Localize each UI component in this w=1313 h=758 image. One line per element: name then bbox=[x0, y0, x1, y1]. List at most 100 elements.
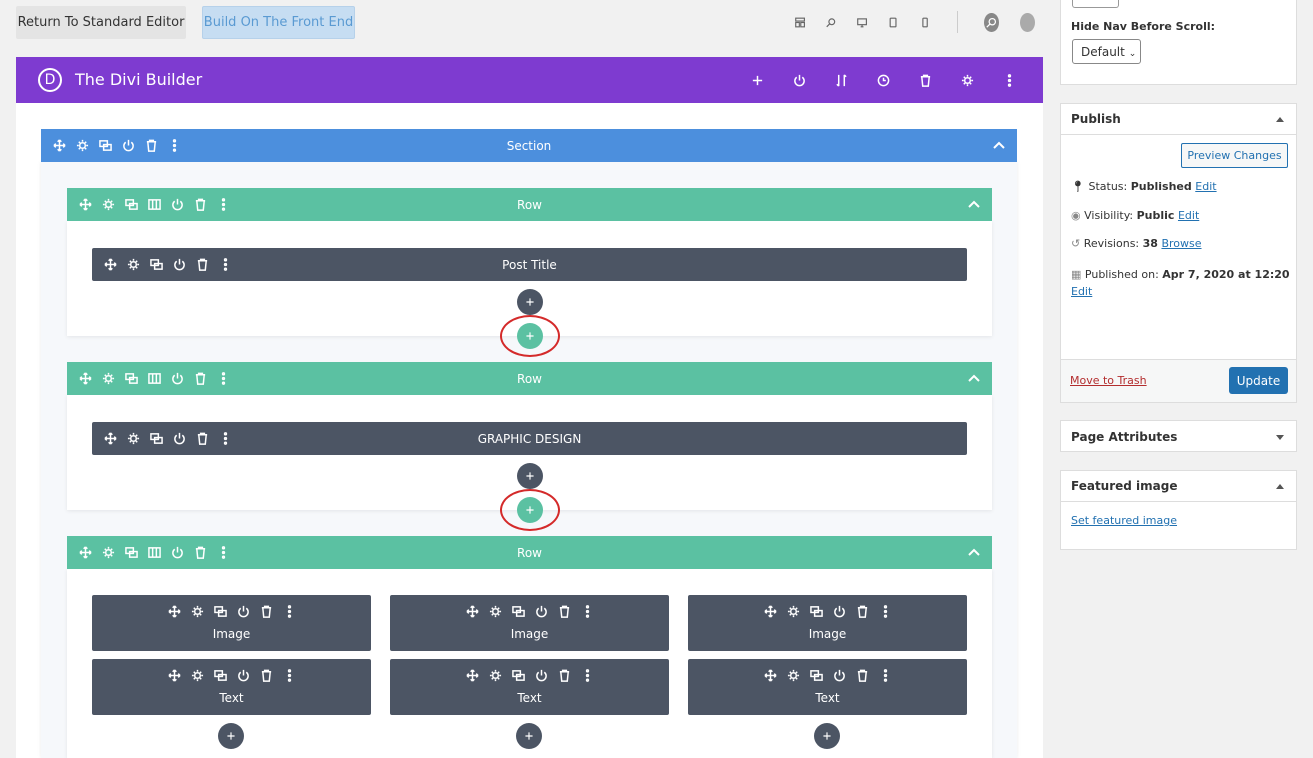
hide-nav-select[interactable]: Default ⌄ bbox=[1072, 39, 1141, 64]
move-icon[interactable] bbox=[167, 669, 181, 682]
search-icon[interactable] bbox=[826, 16, 836, 29]
power-icon[interactable] bbox=[793, 74, 806, 87]
link[interactable]: Edit bbox=[1195, 180, 1217, 193]
power-icon[interactable] bbox=[171, 198, 184, 211]
dots-icon[interactable] bbox=[1003, 73, 1016, 87]
collapse[interactable] bbox=[968, 374, 980, 382]
trash-icon[interactable] bbox=[856, 669, 869, 682]
cols-icon[interactable] bbox=[148, 546, 161, 559]
link[interactable]: Edit bbox=[1071, 285, 1093, 298]
power-icon[interactable] bbox=[173, 258, 186, 271]
toggle[interactable] bbox=[1276, 435, 1284, 440]
dots-icon[interactable] bbox=[283, 669, 296, 682]
search-icon[interactable] bbox=[986, 17, 997, 28]
gear-icon[interactable] bbox=[102, 546, 115, 559]
update-button[interactable]: Update bbox=[1229, 367, 1288, 394]
move-icon[interactable] bbox=[104, 432, 117, 445]
power-icon[interactable] bbox=[535, 605, 548, 618]
dots-icon[interactable] bbox=[219, 432, 232, 445]
gear-icon[interactable] bbox=[76, 139, 89, 152]
dots-icon[interactable] bbox=[581, 605, 594, 618]
search-button[interactable] bbox=[984, 12, 1000, 32]
clone-icon[interactable] bbox=[150, 258, 163, 271]
desktop-icon[interactable] bbox=[857, 16, 868, 29]
gear-icon[interactable] bbox=[191, 605, 204, 618]
gear-icon[interactable] bbox=[191, 669, 204, 682]
power-icon[interactable] bbox=[237, 669, 250, 682]
preview-button[interactable]: Preview Changes bbox=[1181, 143, 1288, 168]
trash-icon[interactable] bbox=[194, 546, 207, 559]
trash-link[interactable]: Move to Trash bbox=[1070, 374, 1147, 387]
collapse[interactable] bbox=[993, 141, 1005, 149]
plus-icon[interactable] bbox=[525, 297, 535, 307]
clone-icon[interactable] bbox=[125, 546, 138, 559]
trash-icon[interactable] bbox=[194, 372, 207, 385]
front-end-button[interactable]: Build On The Front End bbox=[202, 6, 355, 39]
return-button[interactable]: Return To Standard Editor bbox=[16, 6, 186, 39]
add-button[interactable] bbox=[814, 723, 840, 749]
cols-icon[interactable] bbox=[148, 198, 161, 211]
move-icon[interactable] bbox=[53, 139, 66, 152]
gear-icon[interactable] bbox=[489, 669, 502, 682]
trash-icon[interactable] bbox=[558, 669, 571, 682]
clone-icon[interactable] bbox=[213, 669, 227, 682]
power-icon[interactable] bbox=[122, 139, 135, 152]
clone-icon[interactable] bbox=[809, 669, 823, 682]
dots-icon[interactable] bbox=[879, 605, 892, 618]
phone-icon[interactable] bbox=[920, 16, 930, 29]
power-icon[interactable] bbox=[535, 669, 548, 682]
toggle[interactable] bbox=[1276, 484, 1284, 489]
gear-icon[interactable] bbox=[127, 258, 140, 271]
dots-icon[interactable] bbox=[217, 198, 230, 211]
toggle[interactable] bbox=[1276, 117, 1284, 122]
help-button[interactable] bbox=[1020, 12, 1035, 32]
move-icon[interactable] bbox=[465, 605, 479, 618]
trash-icon[interactable] bbox=[856, 605, 869, 618]
clone-icon[interactable] bbox=[99, 139, 112, 152]
move-icon[interactable] bbox=[79, 372, 92, 385]
power-icon[interactable] bbox=[171, 546, 184, 559]
link[interactable]: Edit bbox=[1177, 209, 1200, 222]
trash-icon[interactable] bbox=[196, 258, 209, 271]
plus-icon[interactable] bbox=[524, 731, 534, 741]
clone-icon[interactable] bbox=[511, 669, 525, 682]
clock-icon[interactable] bbox=[877, 74, 890, 87]
collapse[interactable] bbox=[968, 200, 980, 208]
trash-icon[interactable] bbox=[260, 605, 273, 618]
power-icon[interactable] bbox=[171, 372, 184, 385]
power-icon[interactable] bbox=[237, 605, 250, 618]
plus-icon[interactable] bbox=[525, 471, 535, 481]
clone-icon[interactable] bbox=[213, 605, 227, 618]
layout-icon[interactable] bbox=[795, 16, 805, 29]
add-button[interactable] bbox=[517, 289, 543, 315]
dots-icon[interactable] bbox=[217, 372, 230, 385]
sort-icon[interactable] bbox=[835, 73, 848, 87]
trash-icon[interactable] bbox=[194, 198, 207, 211]
move-icon[interactable] bbox=[104, 258, 117, 271]
dots-icon[interactable] bbox=[581, 669, 594, 682]
plus-icon[interactable] bbox=[822, 731, 832, 741]
link[interactable]: Browse bbox=[1161, 237, 1202, 250]
power-icon[interactable] bbox=[833, 669, 846, 682]
gear-icon[interactable] bbox=[127, 432, 140, 445]
gear-icon[interactable] bbox=[787, 669, 800, 682]
input[interactable] bbox=[1072, 0, 1119, 8]
move-icon[interactable] bbox=[763, 669, 777, 682]
move-icon[interactable] bbox=[763, 605, 777, 618]
trash-icon[interactable] bbox=[919, 74, 932, 87]
gear-icon[interactable] bbox=[961, 74, 974, 87]
collapse[interactable] bbox=[968, 548, 980, 556]
trash-icon[interactable] bbox=[145, 139, 158, 152]
gear-icon[interactable] bbox=[102, 198, 115, 211]
featured-image-link[interactable]: Set featured image bbox=[1071, 514, 1178, 527]
clone-icon[interactable] bbox=[150, 432, 163, 445]
power-icon[interactable] bbox=[173, 432, 186, 445]
plus-icon[interactable] bbox=[226, 731, 236, 741]
gear-icon[interactable] bbox=[102, 372, 115, 385]
move-icon[interactable] bbox=[465, 669, 479, 682]
cols-icon[interactable] bbox=[148, 372, 161, 385]
plus-icon[interactable] bbox=[751, 74, 764, 87]
add-button[interactable] bbox=[218, 723, 244, 749]
dots-icon[interactable] bbox=[283, 605, 296, 618]
gear-icon[interactable] bbox=[787, 605, 800, 618]
